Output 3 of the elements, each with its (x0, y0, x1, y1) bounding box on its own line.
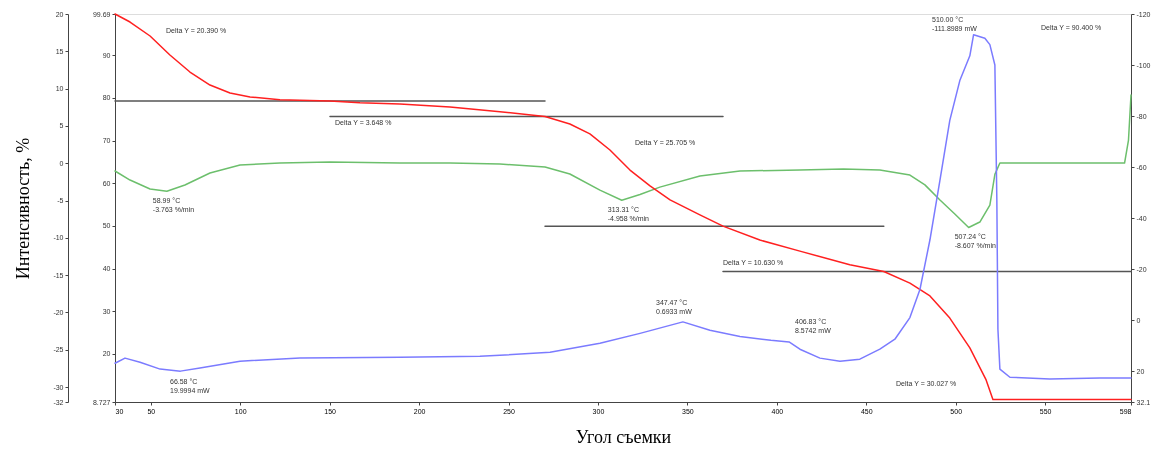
x-axis-title: Угол съемки (575, 426, 672, 447)
line-series (114, 94, 1132, 229)
y-axis-title: Интенсивность, % (13, 137, 34, 280)
